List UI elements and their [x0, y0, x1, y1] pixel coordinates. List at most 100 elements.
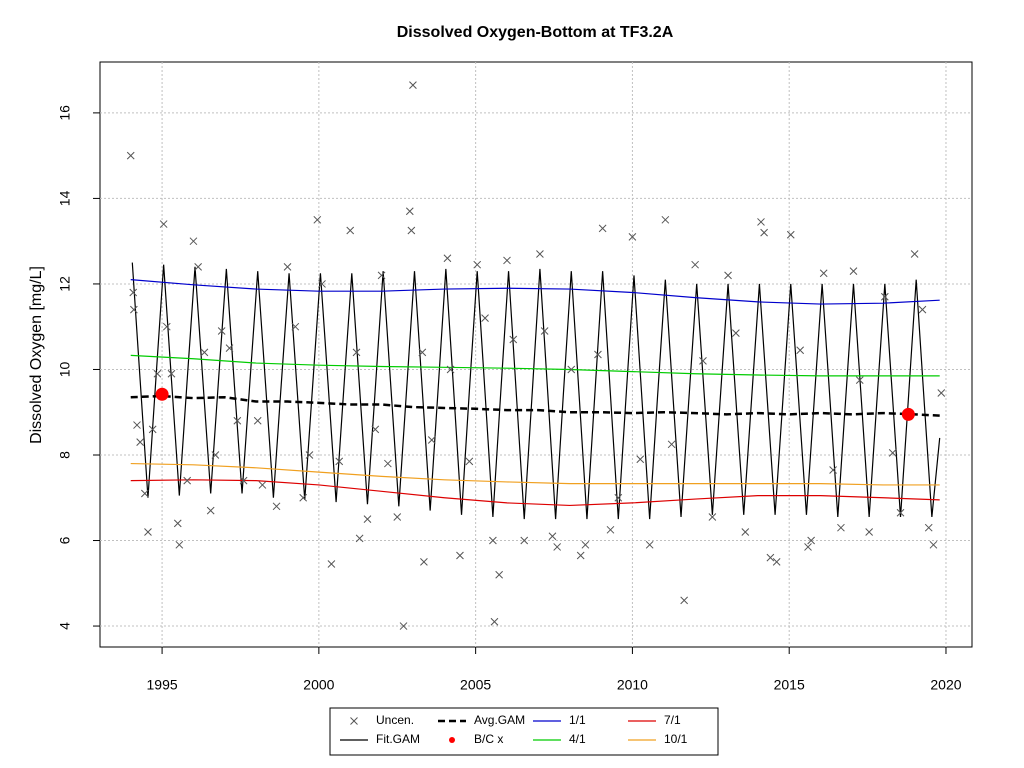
marker-stroke	[888, 449, 897, 457]
marker-stroke	[363, 515, 372, 523]
x-tick-label: 2015	[774, 677, 805, 693]
point	[456, 551, 464, 560]
point	[148, 425, 157, 434]
marker-stroke	[383, 459, 392, 468]
point	[399, 622, 408, 630]
marker-stroke	[258, 481, 267, 489]
marker-stroke	[473, 260, 482, 269]
series-line	[130, 354, 940, 377]
point	[594, 350, 602, 359]
point	[628, 233, 637, 241]
marker-stroke	[804, 543, 812, 551]
marker-stroke	[807, 536, 815, 545]
marker-stroke	[880, 292, 889, 301]
marker-stroke	[371, 425, 380, 434]
legend-label: 4/1	[569, 732, 586, 746]
marker-stroke	[614, 493, 623, 502]
point	[225, 344, 234, 352]
point	[363, 515, 372, 523]
point	[910, 250, 919, 258]
point	[732, 329, 740, 337]
point	[272, 502, 281, 511]
point	[140, 489, 149, 498]
marker-stroke	[581, 540, 590, 549]
marker-stroke	[766, 553, 775, 562]
marker-stroke	[786, 230, 795, 239]
point	[724, 271, 732, 280]
marker-stroke	[420, 558, 428, 566]
point	[536, 250, 544, 258]
point	[772, 558, 781, 566]
legend-box	[329, 707, 719, 756]
point	[183, 476, 192, 485]
marker-stroke	[540, 327, 549, 335]
y-tick-label: 6	[57, 536, 73, 544]
point	[489, 536, 497, 545]
point	[383, 459, 392, 468]
marker-stroke	[144, 528, 152, 536]
point	[645, 540, 654, 549]
marker-stroke	[829, 466, 837, 474]
marker-stroke	[465, 457, 474, 466]
marker-stroke	[148, 425, 157, 434]
point	[253, 416, 262, 425]
marker-stroke	[162, 322, 171, 331]
point	[699, 357, 707, 365]
marker-stroke	[446, 365, 455, 374]
point	[888, 449, 897, 457]
legend-item: Uncen.	[350, 713, 414, 727]
point	[239, 476, 248, 485]
point	[667, 440, 676, 449]
marker-stroke	[159, 220, 168, 228]
legend-label: 10/1	[664, 732, 688, 746]
x-tick-label: 1995	[147, 677, 178, 693]
point	[126, 151, 135, 160]
point	[407, 226, 416, 235]
point	[924, 523, 933, 532]
point	[796, 346, 805, 355]
legend-item: Fit.GAM	[340, 732, 420, 746]
point	[567, 365, 576, 374]
legend-item: 1/1	[533, 713, 586, 727]
point	[233, 416, 242, 425]
marker-stroke	[661, 215, 670, 224]
point	[371, 425, 380, 434]
marker-stroke	[760, 228, 768, 237]
point	[520, 536, 529, 545]
point	[819, 269, 828, 278]
point	[606, 525, 615, 534]
point	[189, 237, 198, 246]
point	[481, 314, 489, 323]
point	[503, 256, 511, 265]
marker-stroke	[865, 528, 874, 536]
marker-stroke	[399, 622, 408, 630]
marker-stroke	[377, 271, 386, 280]
point	[865, 528, 874, 536]
point	[760, 228, 768, 237]
marker-stroke	[929, 540, 938, 549]
point	[352, 348, 361, 357]
marker-stroke	[393, 513, 402, 521]
marker-stroke	[253, 416, 262, 425]
point	[937, 389, 946, 397]
marker-stroke	[594, 350, 602, 359]
marker-stroke	[509, 335, 518, 344]
marker-stroke	[667, 440, 676, 449]
point	[305, 451, 314, 459]
point	[837, 523, 845, 532]
point	[636, 455, 645, 464]
point	[548, 532, 557, 541]
marker-stroke	[724, 271, 732, 280]
marker-stroke	[490, 617, 499, 626]
marker-stroke	[407, 226, 416, 235]
point	[130, 305, 138, 314]
marker-stroke	[691, 260, 699, 269]
marker-stroke	[409, 81, 417, 89]
point	[420, 558, 428, 566]
marker-stroke	[206, 506, 215, 515]
marker-stroke	[291, 322, 300, 331]
point	[465, 457, 474, 466]
point	[299, 493, 308, 502]
marker-stroke	[849, 267, 858, 275]
